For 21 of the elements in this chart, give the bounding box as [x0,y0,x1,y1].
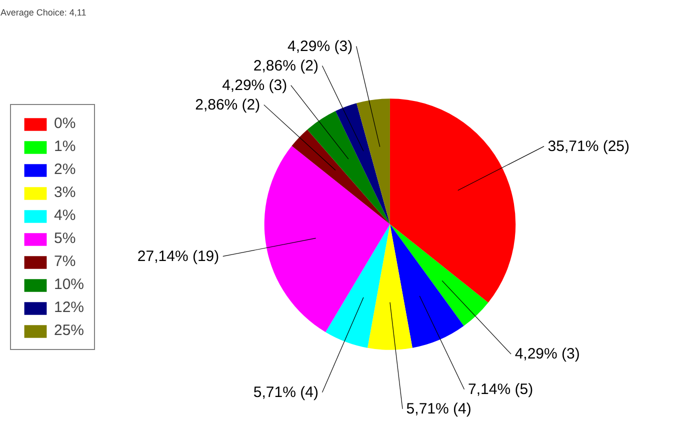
data-label: 27,14% (19) [137,248,220,265]
data-label: 35,71% (25) [548,138,630,155]
legend-label: 10% [54,276,84,293]
legend-label: 0% [54,115,76,132]
data-label: 2,86% (2) [253,57,318,74]
legend-label: 5% [54,230,76,247]
data-label: 2,86% (2) [195,96,260,114]
chart-title: Average Choice: 4,11 [0,8,86,18]
legend-label: 1% [54,138,76,155]
data-label: 7,14% (5) [468,380,534,398]
data-label: 4,29% (3) [222,76,288,94]
legend-label: 12% [54,299,84,316]
legend-label: 4% [54,207,76,224]
data-label: 4,29% (3) [288,38,353,55]
data-label: 5,71% (4) [253,384,318,401]
legend-label: 7% [54,253,76,270]
legend-label: 2% [54,161,76,178]
legend-label: 25% [54,322,84,339]
data-label: 4,29% (3) [514,346,580,363]
legend-label: 3% [54,184,76,201]
data-label: 5,71% (4) [406,400,472,418]
